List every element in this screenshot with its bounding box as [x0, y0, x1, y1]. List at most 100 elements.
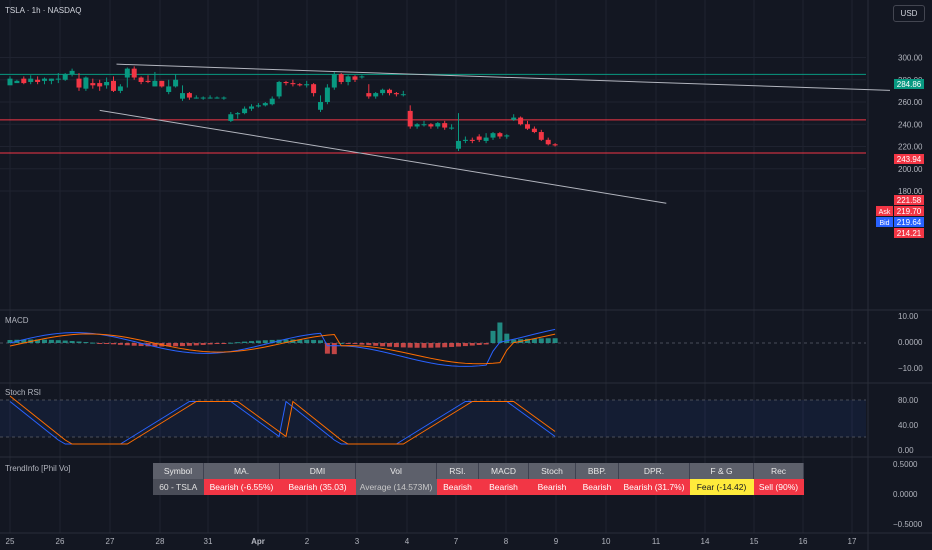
macd-histogram-bar — [511, 339, 517, 343]
trendinfo-value-cell: Bearish (-6.55%) — [203, 479, 280, 495]
macd-histogram-bar — [538, 338, 544, 343]
candle — [55, 73, 61, 84]
candle — [249, 104, 254, 111]
price-badge-bg — [894, 206, 924, 216]
trendinfo-header-cell: F & G — [689, 463, 754, 479]
macd-histogram-bar — [42, 339, 47, 343]
time-axis-label: 8 — [504, 537, 509, 546]
time-axis-label: 15 — [750, 537, 759, 546]
macd-histogram-bar — [35, 339, 41, 343]
macd-histogram-bar — [62, 340, 68, 343]
trendinfo-value-cell: Bearish — [528, 479, 576, 495]
candle-body — [7, 78, 13, 86]
candle — [186, 91, 192, 100]
candle-body — [221, 97, 227, 99]
trendinfo-header-cell: RSI. — [436, 463, 479, 479]
candle — [159, 80, 165, 88]
price-axis-tick: 200.00 — [898, 165, 923, 174]
price-badge-bg — [894, 228, 924, 238]
candle-body — [297, 84, 303, 86]
macd-histogram-bar — [283, 339, 289, 343]
candle-body — [359, 76, 365, 78]
candle-body — [490, 133, 496, 138]
candle-body — [421, 124, 427, 126]
trend-lines[interactable] — [99, 63, 891, 204]
horizontal-price-lines[interactable] — [0, 73, 866, 154]
macd-histogram-bar — [55, 340, 61, 343]
macd-histogram-bar — [359, 343, 365, 345]
candle-body — [276, 81, 282, 97]
time-axis-label: 11 — [652, 537, 661, 546]
price-badge-label: 243.94 — [897, 155, 922, 164]
price-badges: 284.86 243.94 221.58 Ask 219.70 Bid 219.64 214.… — [876, 79, 924, 238]
time-axis-label: 27 — [106, 537, 115, 546]
candle — [14, 79, 20, 84]
candle-body — [76, 78, 82, 88]
candle-body — [380, 89, 386, 94]
candle-body — [531, 128, 537, 133]
candle-body — [97, 83, 103, 87]
macd-histogram-bar — [373, 343, 379, 346]
currency-button[interactable]: USD — [893, 5, 925, 22]
price-axis-tick: 220.00 — [898, 143, 923, 152]
macd-histogram-bar — [462, 343, 468, 347]
trendinfo-data-row: 60 - TSLA Bearish (-6.55%) Bearish (35.03)… — [153, 479, 804, 495]
trendinfo-pane-label[interactable]: TrendInfo [Phil Vo] — [5, 464, 71, 473]
candle — [331, 71, 337, 90]
candle-body — [111, 80, 116, 91]
candle-body — [90, 83, 96, 86]
candle — [35, 76, 41, 85]
macd-histogram-bar — [311, 339, 317, 343]
candle-body — [304, 84, 310, 86]
macd-histogram-bar — [531, 338, 537, 343]
time-axis-label: 28 — [156, 537, 165, 546]
macd-signal-line — [9, 333, 556, 365]
candle-body — [400, 94, 406, 96]
macd-histogram-bar — [76, 341, 82, 343]
macd-pane — [0, 322, 866, 367]
candle — [269, 96, 275, 106]
macd-axis-tick: −10.00 — [898, 364, 923, 373]
time-axis-label: 31 — [204, 537, 213, 546]
price-axis-tick: 180.00 — [898, 187, 923, 196]
macd-histogram-bar — [173, 343, 179, 347]
time-axis-label: 7 — [454, 537, 459, 546]
candle — [193, 95, 199, 99]
candle-body — [262, 103, 268, 106]
price-axis[interactable]: 300.00280.00260.00240.00220.00200.00180.… — [893, 54, 923, 530]
candle-body — [435, 123, 441, 127]
symbol-title[interactable]: TSLA · 1h · NASDAQ — [5, 6, 82, 15]
stoch-rsi-pane-label[interactable]: Stoch RSI — [5, 388, 42, 397]
macd-histogram-bar — [442, 343, 448, 348]
macd-histogram-bar — [449, 343, 455, 347]
candle-body — [117, 86, 123, 91]
trendinfo-header-cell: Stoch — [528, 463, 576, 479]
candle — [525, 120, 530, 130]
macd-histogram-bar — [152, 343, 158, 347]
time-axis[interactable]: 25 26 27 28 31 Apr 2 3 4 7 8 9 10 11 14 15 16 17 — [6, 537, 857, 546]
time-axis-label: 4 — [405, 537, 410, 546]
candle-body — [387, 89, 392, 94]
macd-histogram-bar — [400, 343, 406, 348]
candle — [345, 75, 351, 86]
macd-histogram-bar — [490, 330, 496, 343]
candle-body — [428, 124, 434, 127]
time-axis-label: 10 — [602, 537, 611, 546]
candle-body — [228, 114, 234, 121]
candle-body — [456, 140, 461, 149]
candle — [69, 68, 75, 77]
candle-body — [173, 79, 179, 87]
candle — [83, 76, 89, 91]
macd-pane-label[interactable]: MACD — [5, 316, 29, 325]
candle-body — [14, 80, 20, 84]
candle-body — [352, 76, 358, 80]
macd-histogram-bar — [242, 341, 248, 343]
candle — [456, 113, 461, 151]
time-axis-label: 9 — [554, 537, 559, 546]
candle-body — [159, 80, 165, 87]
macd-histogram-bar — [352, 343, 358, 345]
candle — [124, 67, 130, 88]
candle-body — [131, 68, 137, 78]
